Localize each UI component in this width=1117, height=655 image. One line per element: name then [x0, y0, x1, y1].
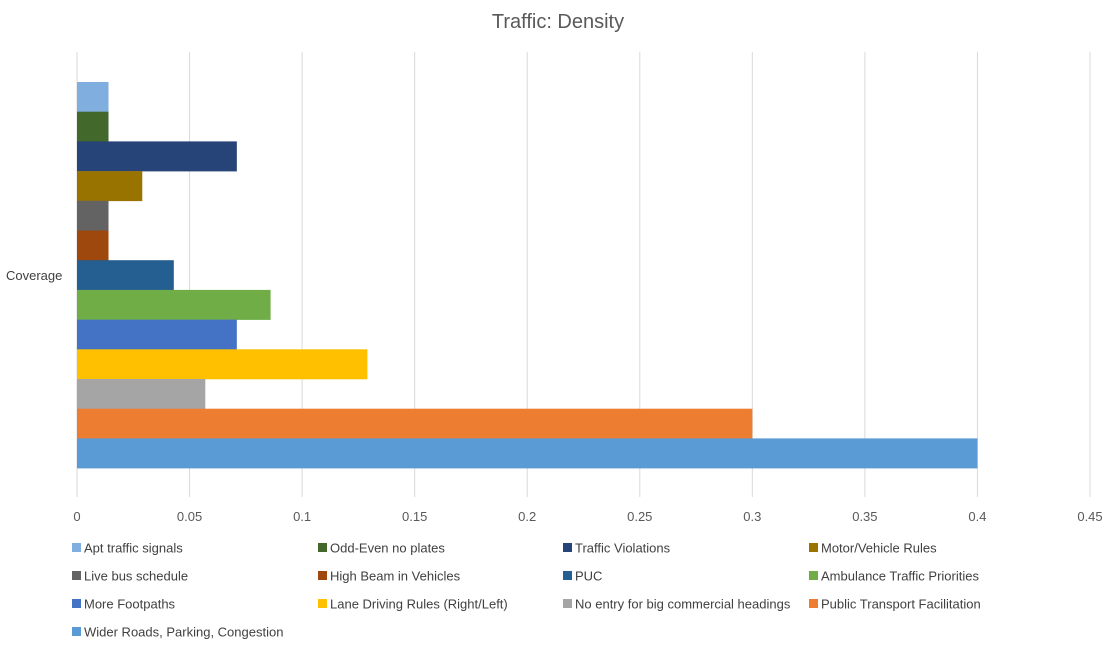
legend-item: Public Transport Facilitation: [809, 597, 981, 612]
legend-item: Apt traffic signals: [72, 541, 183, 556]
x-tick-label: 0.4: [968, 509, 986, 524]
legend-swatch: [318, 599, 327, 608]
bar: [77, 141, 237, 172]
legend-item: Traffic Violations: [563, 541, 671, 556]
x-tick-label: 0.05: [177, 509, 202, 524]
legend-label: No entry for big commercial headings: [575, 597, 791, 612]
legend-item: More Footpaths: [72, 597, 176, 612]
chart-title: Traffic: Density: [492, 11, 624, 33]
legend-label: Traffic Violations: [575, 541, 671, 556]
legend-label: Wider Roads, Parking, Congestion: [84, 625, 283, 640]
x-tick-label: 0: [73, 509, 80, 524]
legend-label: Public Transport Facilitation: [821, 597, 981, 612]
bar: [77, 289, 271, 320]
legend-item: Live bus schedule: [72, 569, 188, 584]
bar: [77, 379, 206, 409]
x-tick-label: 0.35: [852, 509, 877, 524]
legend-swatch: [318, 571, 327, 580]
bars: [77, 82, 978, 469]
legend-label: Motor/Vehicle Rules: [821, 541, 937, 556]
legend-label: Apt traffic signals: [84, 541, 183, 556]
bar: [77, 408, 753, 439]
legend-label: PUC: [575, 569, 602, 584]
x-axis-ticks: 0 0.05 0.1 0.15 0.2 0.25 0.3 0.35 0.4 0.45: [73, 509, 1102, 524]
gridlines: [76, 52, 1091, 497]
legend-item: Odd-Even no plates: [318, 541, 445, 556]
legend-swatch: [72, 627, 81, 636]
legend-swatch: [72, 543, 81, 552]
category-label: Coverage: [6, 268, 62, 283]
legend-item: Lane Driving Rules (Right/Left): [318, 597, 508, 612]
x-tick-label: 0.15: [402, 509, 427, 524]
x-tick-label: 0.45: [1077, 509, 1102, 524]
legend-swatch: [318, 543, 327, 552]
legend-swatch: [563, 599, 572, 608]
bar: [77, 230, 109, 261]
legend-swatch: [809, 599, 818, 608]
bar: [77, 319, 237, 350]
x-tick-label: 0.1: [293, 509, 311, 524]
legend-label: Odd-Even no plates: [330, 541, 445, 556]
legend-label: Lane Driving Rules (Right/Left): [330, 597, 508, 612]
legend-item: No entry for big commercial headings: [563, 597, 791, 612]
legend-item: Wider Roads, Parking, Congestion: [72, 625, 283, 640]
legend-label: High Beam in Vehicles: [330, 569, 461, 584]
x-tick-label: 0.2: [518, 509, 536, 524]
legend-swatch: [809, 571, 818, 580]
x-tick-label: 0.3: [743, 509, 761, 524]
legend-item: Motor/Vehicle Rules: [809, 541, 937, 556]
bar: [77, 82, 109, 112]
legend-swatch: [72, 571, 81, 580]
legend: Apt traffic signals Odd-Even no plates Tra…: [72, 541, 981, 640]
legend-item: High Beam in Vehicles: [318, 569, 461, 584]
bar: [77, 438, 978, 469]
legend-label: Live bus schedule: [84, 569, 188, 584]
bar: [77, 111, 109, 142]
legend-swatch: [72, 599, 81, 608]
legend-item: PUC: [563, 569, 602, 584]
legend-label: Ambulance Traffic Priorities: [821, 569, 979, 584]
legend-item: Ambulance Traffic Priorities: [809, 569, 979, 584]
legend-swatch: [563, 543, 572, 552]
legend-swatch: [563, 571, 572, 580]
bar: [77, 260, 174, 291]
bar: [77, 171, 143, 202]
bar: [77, 349, 368, 380]
x-tick-label: 0.25: [627, 509, 652, 524]
legend-swatch: [809, 543, 818, 552]
bar: [77, 200, 109, 231]
legend-label: More Footpaths: [84, 597, 176, 612]
